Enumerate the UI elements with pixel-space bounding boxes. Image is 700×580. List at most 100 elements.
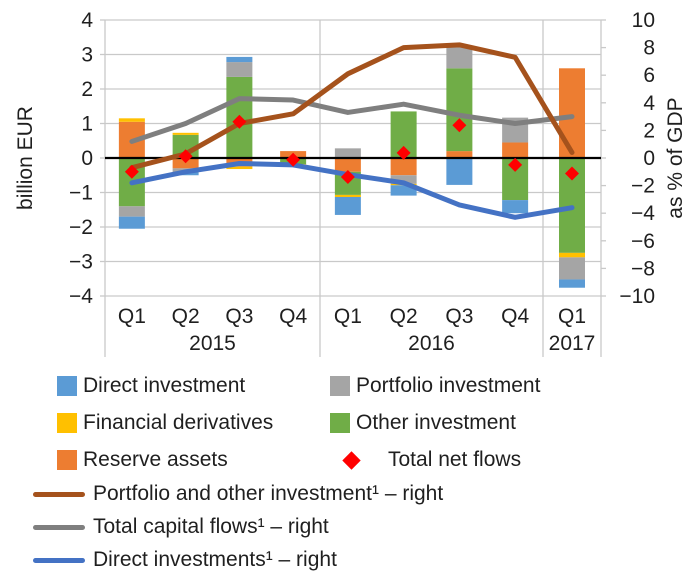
axis-label: Q2 [172,305,200,328]
axis-label: Q4 [279,305,307,328]
axis-label: −4 [631,202,655,225]
legend-label: Reserve assets [83,448,228,471]
legend-item-direct-investment: Direct investment [57,375,245,397]
legend-item-total-net-flows: Total net flows [330,449,521,471]
legend-label: Total capital flows¹ – right [93,515,329,538]
bar-segment-portfolio [559,257,585,280]
net-flows-diamond [286,152,301,167]
legend-label: Financial derivatives [83,411,274,434]
axis-label: Q1 [118,305,146,328]
legend-item-portfolio-other-line: Portfolio and other investment¹ – right [33,483,443,505]
net-flows-diamond [124,164,139,179]
bar-segment-portfolio [118,206,145,217]
gridlines [100,19,606,357]
axis-label: Q4 [501,305,529,328]
axis-label: 10 [632,9,655,32]
axis-label: −10 [619,285,655,308]
legend-item-direct-investments-line: Direct investments¹ – right [33,549,337,571]
bar-segment-direct [118,216,145,229]
legend-label: Direct investment [83,374,246,397]
bar-segment-other [446,68,473,152]
total-net-flows-diamond-icon [342,450,361,470]
bar-segment-fin_deriv [334,194,361,197]
legend-label: Direct investments¹ – right [93,548,337,571]
bar-segment-fin_deriv [226,166,253,170]
legend-label: Portfolio and other investment¹ – right [93,482,444,505]
portfolio-investment-swatch-icon [330,376,350,396]
bar-segment-fin_deriv [172,132,199,135]
chart-legend: Direct investment Portfolio investment F… [0,362,700,580]
axis-label: 2015 [189,332,236,355]
axis-label: Q3 [445,305,473,328]
legend-label: Other investment [356,411,516,434]
bar-segment-fin_deriv [559,252,585,258]
axis-label: Q1 [334,305,362,328]
legend-item-total-capital-flows-line: Total capital flows¹ – right [33,516,329,538]
chart-area: 4 3 2 1 0 −1 −2 −3 −4 10 8 6 4 2 0 −2 −4 −6 −8 −10 Q1 Q2 Q3 Q4 Q… [14,9,687,357]
axis-label: −3 [69,251,93,274]
net-flows-diamond [340,169,355,184]
axis-label: 4 [643,92,655,115]
axis-label: Q2 [390,305,418,328]
axis-label: 0 [643,147,655,170]
bar-segment-portfolio [446,46,473,69]
legend-label: Portfolio investment [356,374,541,397]
axis-label: 2 [643,119,655,142]
bar-segment-reserve [334,158,361,172]
axis-label: 8 [643,37,655,60]
net-flows-diamond [178,149,193,164]
legend-item-portfolio-investment: Portfolio investment [330,375,540,397]
axis-label: −2 [631,175,655,198]
net-flows-diamond [508,157,523,172]
axis-label: −8 [631,257,655,280]
axis-label: 6 [643,64,655,87]
bar-segment-direct [446,158,473,185]
bar-segment-direct [226,56,253,63]
bar-segment-reserve [502,142,529,158]
bar-segment-reserve [390,158,417,176]
line-series [129,42,575,171]
legend-item-other-investment: Other investment [330,412,516,434]
legend-item-reserve-assets: Reserve assets [57,449,228,471]
legend-item-financial-derivatives: Financial derivatives [57,412,273,434]
bar-segment-portfolio [390,175,417,184]
axis-label: 3 [81,44,93,67]
bar-segment-reserve [559,68,585,158]
axis-label: 2016 [408,332,455,355]
bar-segment-fin_deriv [118,118,145,122]
direct-investment-swatch-icon [57,376,77,396]
bar-segment-direct [334,196,361,215]
portfolio-other-line-icon [33,491,85,497]
bar-segment-portfolio [226,62,253,77]
axis-label: −1 [69,182,93,205]
axis-label: 4 [81,9,93,32]
axis-label: −4 [69,285,93,308]
financial-derivatives-swatch-icon [57,413,77,433]
bar-segment-reserve [446,151,473,158]
axis-label: 0 [81,147,93,170]
axis-label: −2 [69,216,93,239]
left-axis-title: billion EUR [14,106,37,210]
net-flow-markers [124,114,579,184]
legend-label: Total net flows [388,448,522,471]
bar-segment-direct [502,200,529,214]
other-investment-swatch-icon [330,413,350,433]
axis-label: 1 [81,113,93,136]
net-flows-diamond [565,166,579,181]
net-flows-diamond [396,145,411,160]
bar-segment-portfolio [334,148,361,158]
axis-label: Q3 [225,305,253,328]
line-series [129,96,575,144]
axis-label: Q1 [558,305,586,328]
net-flows-diamond [232,114,247,129]
axis-label: 2017 [549,332,596,355]
right-axis-title: as % of GDP [664,97,687,218]
net-flows-diamond [452,118,467,133]
bar-segment-direct [559,279,585,288]
bar-segment-direct [390,185,417,196]
axis-label: 2 [81,78,93,101]
total-capital-flows-line-icon [33,524,85,530]
